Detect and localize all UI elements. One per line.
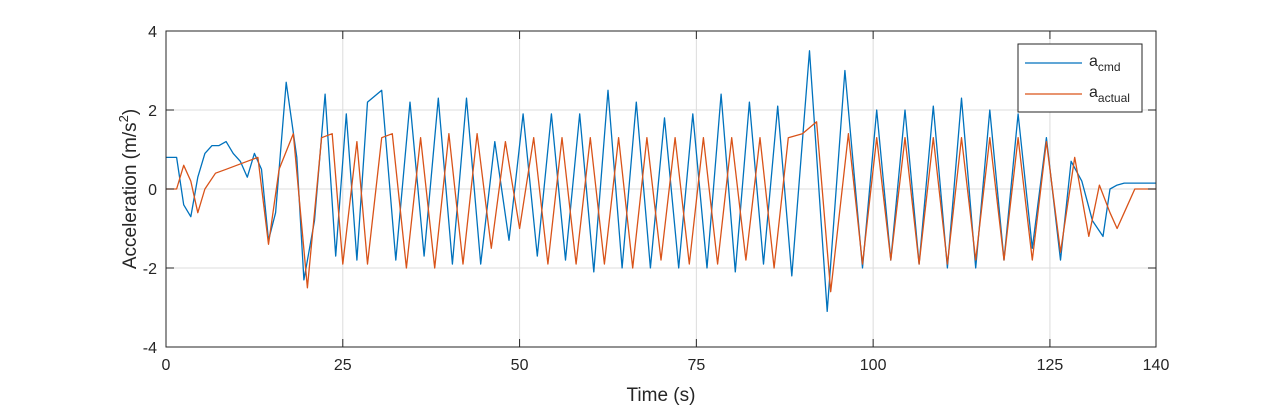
y-tick-label: -4 (143, 340, 157, 357)
y-tick-label: 2 (148, 103, 157, 120)
y-tick-label: 4 (148, 24, 157, 41)
series-line-a-cmd (166, 50, 1156, 313)
legend-label-cmd: acmd (1089, 53, 1121, 74)
y-axis-label-tail: ) (120, 109, 141, 115)
legend-label-cmd-sub: cmd (1098, 60, 1121, 74)
x-tick-label: 140 (1143, 357, 1170, 374)
y-axis-label-main: Acceleration (m/s (120, 122, 141, 269)
x-tick-label: 50 (511, 357, 529, 374)
y-axis-label-superscript: 2 (116, 115, 131, 122)
x-tick-label: 0 (162, 357, 171, 374)
y-tick-label: -2 (143, 261, 157, 278)
x-tick-label: 125 (1037, 357, 1064, 374)
legend-label-actual: aactual (1089, 84, 1130, 105)
y-tick-label: 0 (148, 182, 157, 199)
legend-label-cmd-main: a (1089, 53, 1098, 70)
series-layer (166, 50, 1156, 313)
x-tick-label: 100 (860, 357, 887, 374)
x-tick-label: 75 (687, 357, 705, 374)
series-line-a-actual (166, 121, 1156, 293)
legend-box (1017, 43, 1143, 113)
legend-label-actual-main: a (1089, 84, 1098, 101)
x-axis-label: Time (s) (627, 385, 696, 406)
legend: acmd aactual (1017, 43, 1143, 113)
x-tick-label: 25 (334, 357, 352, 374)
y-axis-label: Acceleration (m/s2) (116, 109, 141, 269)
legend-label-actual-sub: actual (1098, 91, 1130, 105)
axis-ticks: 0 25 50 75 100 125 140 -4 -2 0 2 4 (143, 24, 1170, 374)
